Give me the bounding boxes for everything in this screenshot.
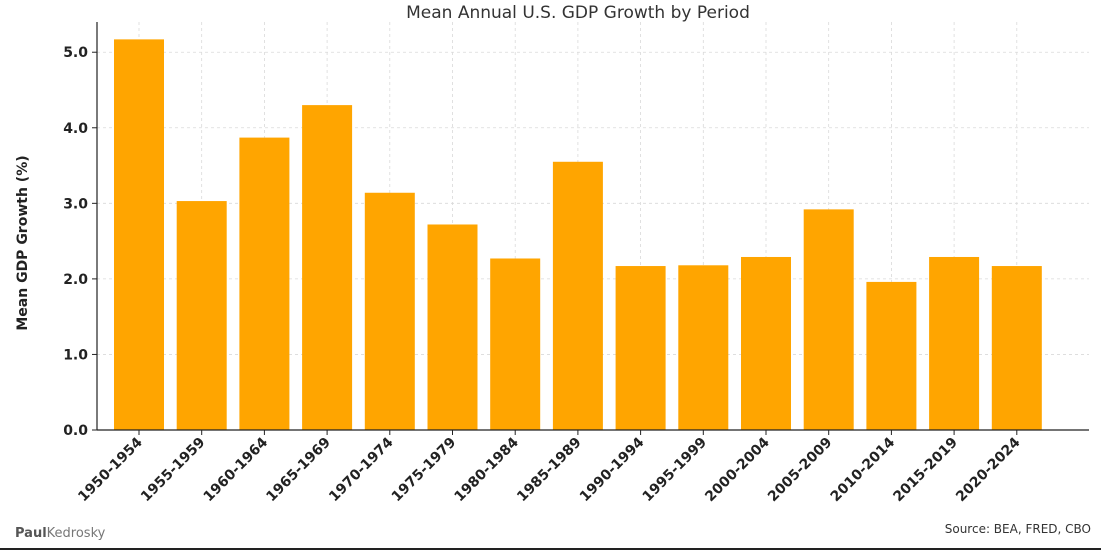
x-tick-label: 1995-1999 xyxy=(640,435,711,506)
bars xyxy=(114,39,1042,430)
bar-1970-1974 xyxy=(364,192,415,430)
x-tick-label: 1960-1964 xyxy=(201,434,272,505)
brand-last: Kedrosky xyxy=(46,526,106,541)
bar-2020-2024 xyxy=(991,266,1042,430)
brand-first: Paul xyxy=(15,526,47,541)
y-tick-label: 1.0 xyxy=(63,347,88,363)
bar-1995-1999 xyxy=(678,265,729,430)
x-tick-label: 2010-2014 xyxy=(828,434,899,505)
x-tick-label: 1955-1959 xyxy=(138,435,209,506)
x-tick-label: 1950-1954 xyxy=(75,434,146,505)
x-tick-label: 2020-2024 xyxy=(953,434,1024,505)
y-tick-label: 2.0 xyxy=(63,272,88,288)
brand-logo: PaulKedrosky xyxy=(15,526,105,541)
bar-2010-2014 xyxy=(866,281,917,430)
y-tick-label: 5.0 xyxy=(63,45,88,61)
bar-1960-1964 xyxy=(239,137,290,430)
bar-1980-1984 xyxy=(490,258,541,430)
bar-1975-1979 xyxy=(427,224,478,430)
bar-2000-2004 xyxy=(741,256,791,430)
y-axis-ticks: 0.0 1.0 2.0 3.0 4.0 5.0 xyxy=(63,45,97,439)
source-note: Source: BEA, FRED, CBO xyxy=(944,522,1091,536)
x-tick-label: 1980-1984 xyxy=(451,434,522,505)
bar-2015-2019 xyxy=(929,256,980,430)
chart-title: Mean Annual U.S. GDP Growth by Period xyxy=(406,3,750,23)
y-axis-label: Mean GDP Growth (%) xyxy=(15,155,31,330)
x-tick-label: 2000-2004 xyxy=(702,434,773,505)
y-tick-label: 4.0 xyxy=(63,121,88,137)
bar-1985-1989 xyxy=(552,161,603,430)
x-tick-label: 2015-2019 xyxy=(890,435,961,506)
x-tick-label: 2005-2009 xyxy=(765,435,836,506)
y-tick-label: 0.0 xyxy=(63,423,88,439)
x-tick-label: 1965-1969 xyxy=(263,435,334,506)
bar-1990-1994 xyxy=(615,266,666,430)
x-tick-label: 1975-1979 xyxy=(389,435,460,506)
x-tick-label: 1970-1974 xyxy=(326,434,397,505)
y-tick-label: 3.0 xyxy=(63,196,88,212)
x-tick-label: 1985-1989 xyxy=(514,435,585,506)
x-tick-label: 1990-1994 xyxy=(577,434,648,505)
x-axis-ticks: 1950-19541955-19591960-19641965-19691970… xyxy=(75,430,1024,505)
bar-1950-1954 xyxy=(114,39,164,430)
bottom-rule xyxy=(0,548,1101,550)
bar-1965-1969 xyxy=(302,105,353,430)
bar-2005-2009 xyxy=(803,209,854,430)
bar-1955-1959 xyxy=(176,201,227,430)
